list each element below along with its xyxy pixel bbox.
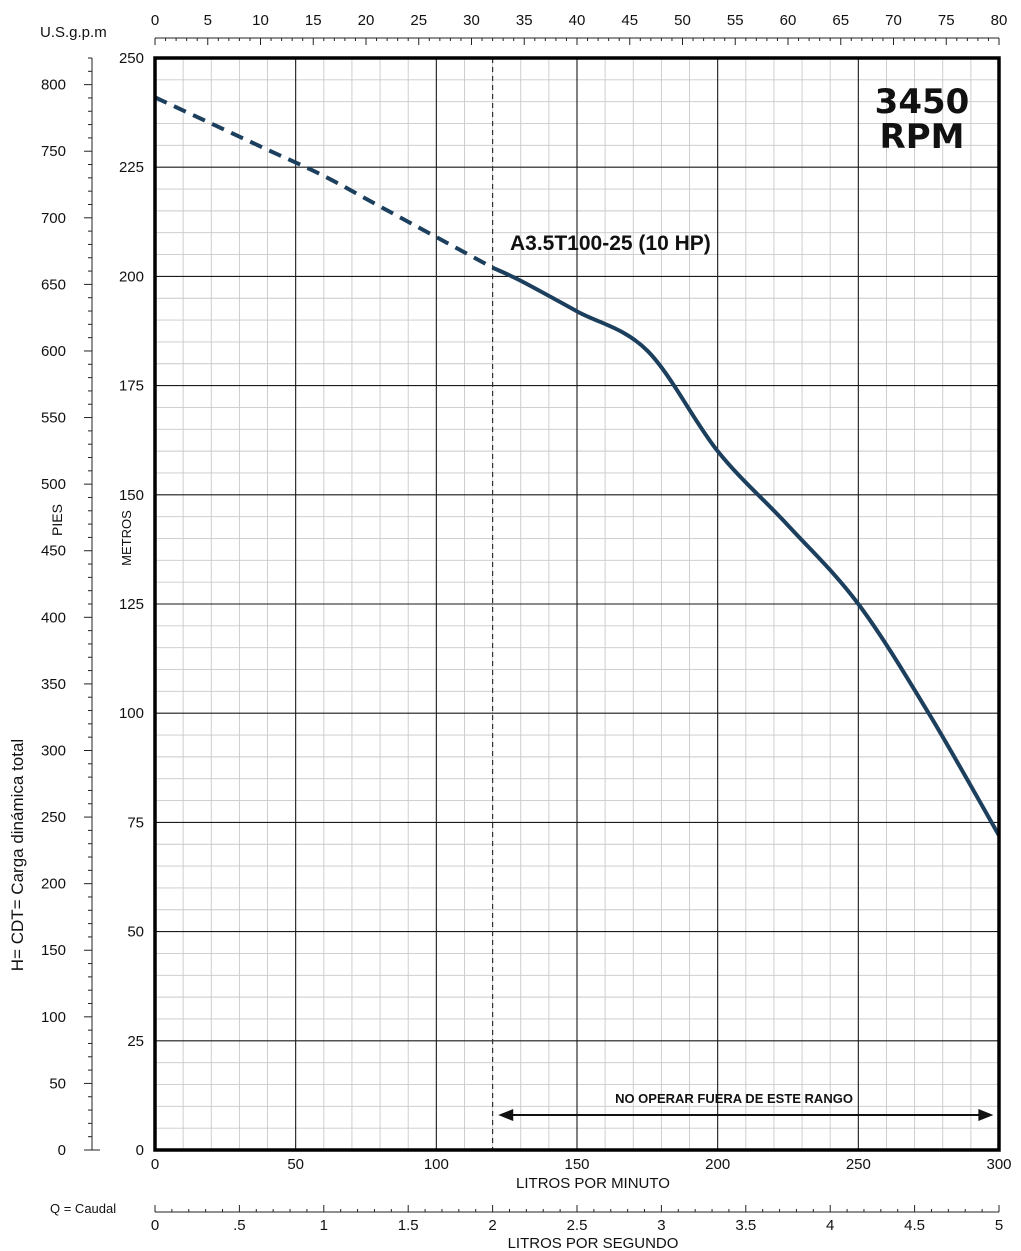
feet-tick-label: 750 [41, 143, 66, 160]
top-tick-label: 35 [516, 12, 533, 29]
lps-tick-label: 3 [657, 1217, 665, 1234]
feet-tick-label: 650 [41, 276, 66, 293]
feet-tick-label: 350 [41, 676, 66, 693]
lps-tick-label: 1 [320, 1217, 328, 1234]
feet-tick-label: 200 [41, 876, 66, 893]
x-tick-label-lpm: 50 [287, 1156, 304, 1173]
y-tick-label-metros: 25 [127, 1033, 144, 1050]
feet-tick-label: 300 [41, 742, 66, 759]
y-tick-label-metros: 50 [127, 924, 144, 941]
y-tick-label-metros: 125 [119, 596, 144, 613]
top-tick-label: 55 [727, 12, 744, 29]
lps-tick-label: 2.5 [567, 1217, 588, 1234]
y-tick-label-metros: 100 [119, 705, 144, 722]
metros-axis-title: METROS [119, 510, 134, 566]
feet-tick-label: 400 [41, 609, 66, 626]
feet-tick-label: 600 [41, 343, 66, 360]
y-tick-label-metros: 200 [119, 268, 144, 285]
top-tick-label: 0 [151, 12, 159, 29]
top-tick-label: 80 [991, 12, 1008, 29]
top-tick-label: 15 [305, 12, 322, 29]
top-tick-label: 65 [832, 12, 849, 29]
lps-tick-label: .5 [233, 1217, 246, 1234]
lps-tick-label: 4 [826, 1217, 834, 1234]
lps-tick-label: 2 [488, 1217, 496, 1234]
rpm-value: 3450 [875, 82, 970, 122]
range-arrow-left-head [498, 1109, 514, 1122]
top-tick-label: 45 [621, 12, 638, 29]
feet-tick-label: 700 [41, 210, 66, 227]
y-tick-label-metros: 250 [119, 50, 144, 67]
x-tick-label-lpm: 150 [564, 1156, 589, 1173]
series-layer [154, 58, 1001, 1150]
rpm-unit: RPM [880, 117, 965, 157]
range-arrow-right-head [978, 1109, 994, 1122]
feet-tick-label: 100 [41, 1009, 66, 1026]
lps-tick-label: 1.5 [398, 1217, 419, 1234]
curve-solid-segment [491, 265, 1001, 837]
top-tick-label: 50 [674, 12, 691, 29]
x-tick-label-lpm: 0 [151, 1156, 159, 1173]
y-tick-label-metros: 150 [119, 487, 144, 504]
y-tick-label-metros: 0 [136, 1142, 144, 1159]
lps-axis-title: LITROS POR SEGUNDO [508, 1235, 679, 1251]
feet-tick-label: 0 [58, 1142, 66, 1159]
x-tick-label-lpm: 100 [424, 1156, 449, 1173]
operating-range-label: NO OPERAR FUERA DE ESTE RANGO [615, 1091, 853, 1106]
model-label: A3.5T100-25 (10 HP) [510, 232, 711, 255]
lps-tick-label: 5 [995, 1217, 1003, 1234]
top-tick-label: 20 [358, 12, 375, 29]
top-tick-label: 25 [410, 12, 427, 29]
grid [155, 58, 999, 1150]
outer-axis-title: H= CDT= Carga dinámica total [8, 739, 27, 971]
lps-tick-label: 0 [151, 1217, 159, 1234]
lps-tick-label: 3.5 [735, 1217, 756, 1234]
x-tick-label-lpm: 250 [846, 1156, 871, 1173]
bottom-axis-title: LITROS POR MINUTO [516, 1175, 670, 1192]
feet-tick-label: 250 [41, 809, 66, 826]
top-tick-label: 70 [885, 12, 902, 29]
top-tick-label: 10 [252, 12, 269, 29]
lps-tick-label: 4.5 [904, 1217, 925, 1234]
y-tick-label-metros: 175 [119, 378, 144, 395]
curve-dashed-segment [154, 95, 494, 270]
x-tick-label-lpm: 300 [986, 1156, 1011, 1173]
x-tick-label-lpm: 200 [705, 1156, 730, 1173]
caudal-label: Q = Caudal [50, 1201, 116, 1216]
feet-tick-label: 500 [41, 476, 66, 493]
top-tick-label: 75 [938, 12, 955, 29]
top-tick-label: 60 [780, 12, 797, 29]
top-axis-title: U.S.g.p.m [40, 24, 107, 41]
plot-frame [153, 56, 1001, 1152]
top-tick-label: 5 [204, 12, 212, 29]
y-tick-label-metros: 225 [119, 159, 144, 176]
y-tick-label-metros: 75 [127, 814, 144, 831]
top-tick-label: 30 [463, 12, 480, 29]
top-tick-label: 40 [569, 12, 586, 29]
pies-axis-title: PIES [49, 504, 65, 536]
feet-tick-label: 450 [41, 543, 66, 560]
feet-tick-label: 550 [41, 410, 66, 427]
feet-tick-label: 800 [41, 77, 66, 94]
feet-tick-label: 50 [49, 1075, 66, 1092]
feet-tick-label: 150 [41, 942, 66, 959]
